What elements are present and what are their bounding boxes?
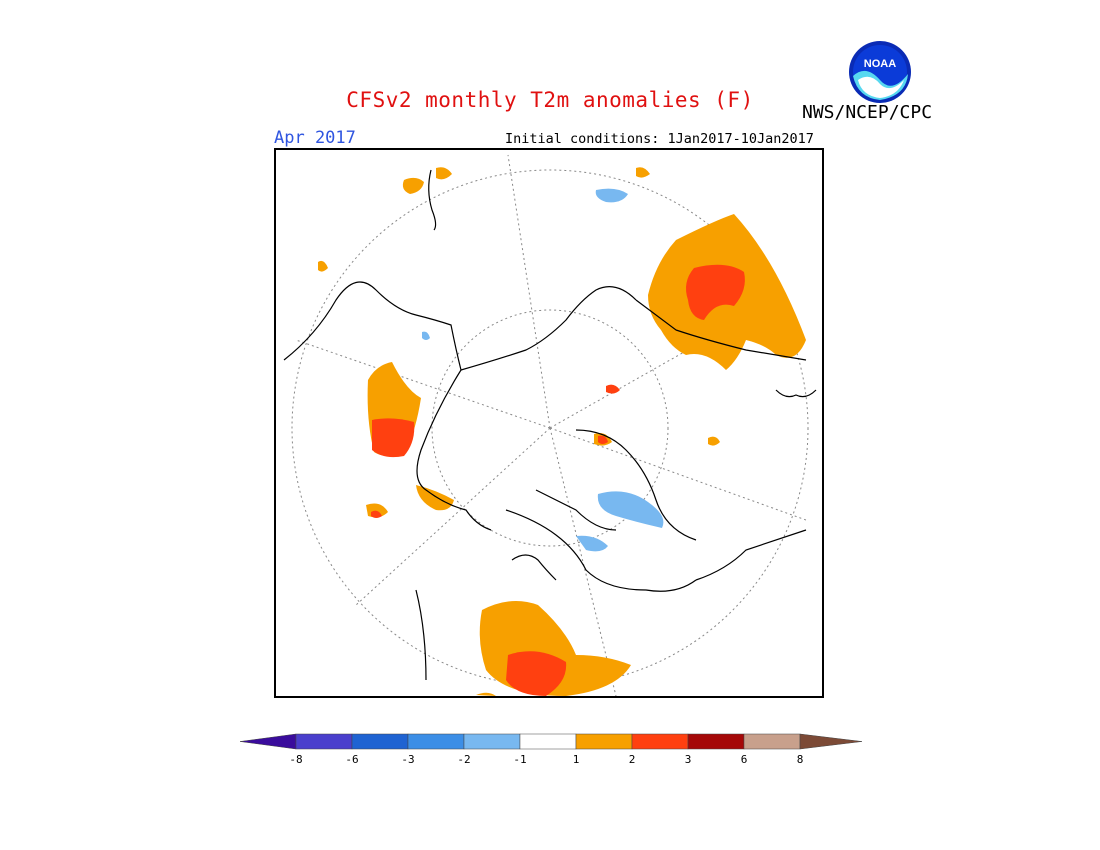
colorbar-tick-label: -3: [401, 753, 414, 766]
cool-anomaly-areas: [422, 188, 664, 552]
logo-text: NOAA: [864, 58, 896, 70]
colorbar-swatch: [575, 733, 633, 750]
agency-label: NWS/NCEP/CPC: [802, 102, 933, 123]
colorbar-swatch: [351, 733, 409, 750]
noaa-logo: NOAA: [848, 40, 912, 104]
hot-region-west-na: [372, 418, 415, 458]
colorbar-swatch: [687, 733, 745, 750]
colorbar-swatch: [631, 733, 689, 750]
colorbar-tick-label: 1: [573, 753, 580, 766]
colorbar-arrow-left: [239, 733, 297, 750]
polar-map: [274, 148, 824, 698]
cool-patch-arctic: [595, 188, 628, 203]
hot-region-siberia: [686, 264, 745, 320]
warm-patch-tibet: [708, 436, 720, 446]
colorbar-tick-label: -8: [289, 753, 302, 766]
warm-patch-pacific-2: [436, 167, 452, 180]
coastline-south-asia: [695, 529, 807, 581]
coastline-kamchatka: [428, 169, 437, 231]
colorbar-swatch: [519, 733, 577, 750]
valid-month-label: Apr 2017: [274, 128, 356, 148]
colorbar: -8 -6 -3 -2 -1 1 2 3 6 8: [238, 730, 863, 770]
colorbar-arrow-right: [799, 733, 863, 750]
warm-patch-pacific: [402, 177, 424, 194]
colorbar-swatch: [463, 733, 521, 750]
coastline-arctic-canada: [460, 286, 637, 371]
cool-patch-mediterranean: [576, 535, 608, 552]
colorbar-tick-label: -2: [457, 753, 470, 766]
coastline-iberia: [511, 554, 557, 581]
coastline-north-america: [283, 281, 492, 531]
coastline-europe: [575, 429, 697, 541]
colorbar-tick-label: -1: [513, 753, 526, 766]
cool-patch-alaska: [422, 331, 430, 340]
colorbar-swatch: [743, 733, 801, 750]
colorbar-svg: -8 -6 -3 -2 -1 1 2 3 6 8: [239, 733, 863, 766]
polar-map-canvas: [283, 154, 817, 696]
warm-patch-mexico: [416, 485, 454, 511]
colorbar-tick-label: 8: [797, 753, 804, 766]
coastline-siberia: [635, 299, 807, 361]
colorbar-tick-label: 6: [741, 753, 748, 766]
hot-patch-scandinavia: [598, 435, 608, 444]
coastline-japan: [775, 389, 817, 398]
colorbar-tick-label: 3: [685, 753, 692, 766]
coastline-baltic: [535, 489, 617, 531]
initial-conditions-label: Initial conditions: 1Jan2017-10Jan2017: [505, 131, 814, 147]
colorbar-tick-label: 2: [629, 753, 636, 766]
hot-patch-svalbard: [606, 384, 620, 394]
warm-anomaly-areas: [318, 167, 806, 696]
map-title: CFSv2 monthly T2m anomalies (F): [346, 88, 754, 112]
hot-patch-caribbean: [371, 510, 382, 518]
warm-patch-arctic: [636, 167, 650, 178]
colorbar-swatch: [295, 733, 353, 750]
coastlines: [283, 169, 817, 681]
warm-patch-aleutian: [318, 260, 328, 272]
warm-patch-south: [476, 692, 496, 696]
cool-region-europe: [597, 491, 664, 528]
hot-region-north-africa: [506, 651, 567, 696]
coastline-mediterranean: [505, 509, 697, 592]
colorbar-tick-label: -6: [345, 753, 358, 766]
coastline-west-africa: [415, 589, 427, 681]
latitude-circle-inner: [431, 309, 669, 547]
colorbar-swatch: [407, 733, 465, 750]
